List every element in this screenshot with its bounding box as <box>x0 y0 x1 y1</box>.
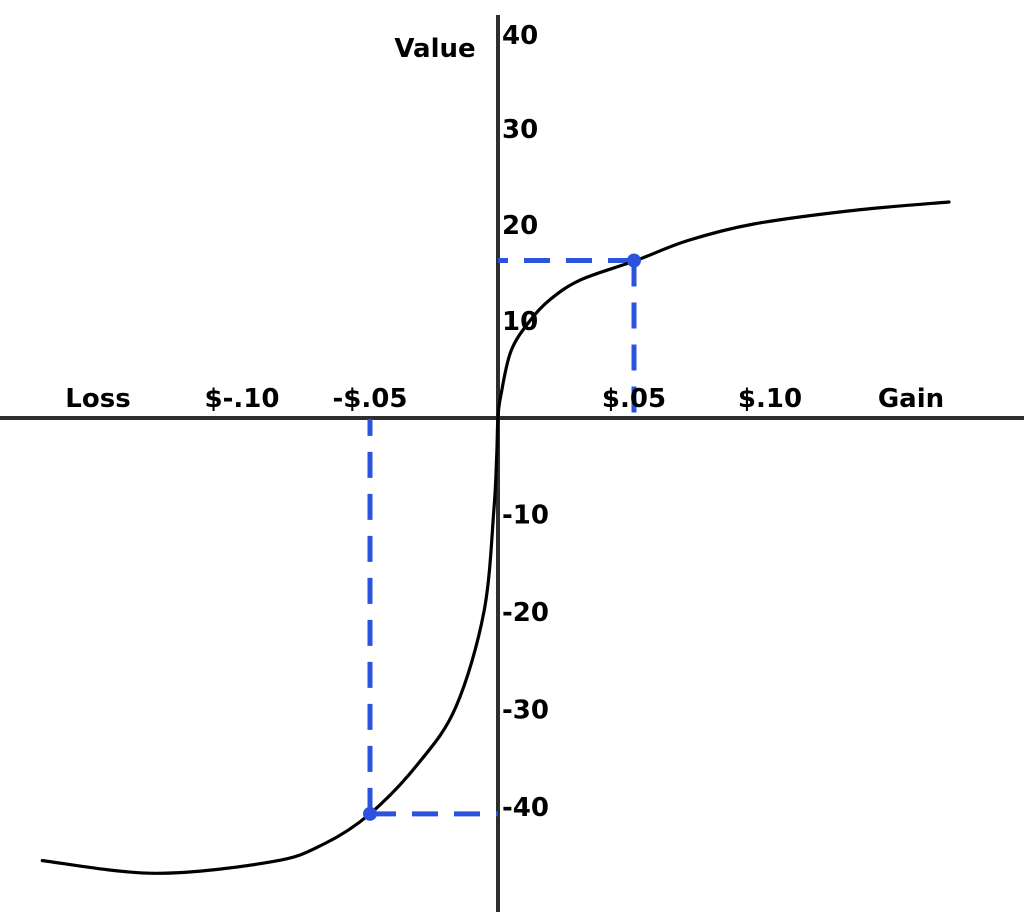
y-tick-label: -40 <box>502 793 549 823</box>
x-axis-tick-labels: $-.10 -$.05 $.05 $.10 <box>205 384 803 414</box>
x-axis-loss-label: Loss <box>65 384 130 414</box>
y-tick-label: 30 <box>502 115 538 145</box>
guide-lines <box>367 258 637 817</box>
highlighted-points <box>363 253 641 821</box>
y-axis-tick-labels: 40 30 20 10 -10 -20 -30 -40 <box>502 21 549 823</box>
y-tick-label: -30 <box>502 696 549 726</box>
y-axis-title: Value <box>394 34 475 64</box>
y-tick-label: 40 <box>502 21 538 51</box>
x-tick-label: $-.10 <box>205 384 280 414</box>
x-tick-label: $.05 <box>602 384 666 414</box>
y-tick-label: 10 <box>502 307 538 337</box>
x-tick-label: -$.05 <box>333 384 408 414</box>
curve-point-marker <box>627 253 641 268</box>
x-tick-label: $.10 <box>738 384 802 414</box>
value-function-curve <box>40 200 951 875</box>
curve-point-marker <box>363 806 377 821</box>
y-tick-label: -20 <box>502 598 549 628</box>
x-axis-gain-label: Gain <box>878 384 944 414</box>
y-tick-label: -10 <box>502 501 549 531</box>
y-tick-label: 20 <box>502 211 538 241</box>
